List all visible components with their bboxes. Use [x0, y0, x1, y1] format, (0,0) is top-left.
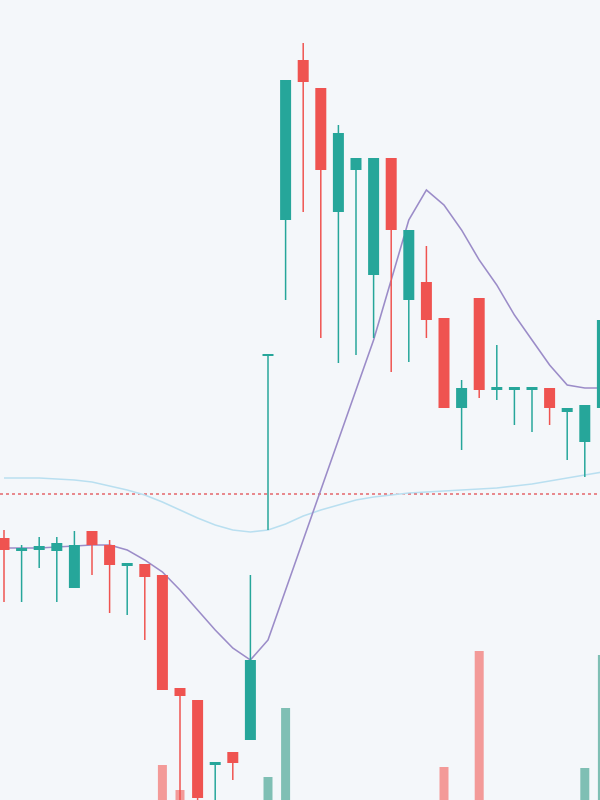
- candle-body: [438, 318, 450, 408]
- candle-body: [244, 660, 256, 740]
- candle-body: [315, 88, 327, 170]
- candle-body: [368, 158, 380, 275]
- candle-body: [192, 700, 204, 798]
- volume-bar: [597, 655, 600, 800]
- candle-body: [526, 387, 538, 390]
- candle-body: [473, 298, 485, 390]
- ma-line: [4, 471, 600, 533]
- candle-body: [139, 564, 151, 577]
- volume-bar: [580, 768, 590, 800]
- candle-body: [280, 80, 292, 220]
- candle-body: [209, 762, 221, 765]
- candle-body: [86, 531, 98, 545]
- candle-body: [33, 546, 45, 550]
- candle-body: [403, 230, 415, 300]
- candle-body: [420, 282, 432, 320]
- candle-body: [508, 387, 520, 390]
- volume-bar: [157, 765, 167, 800]
- volume-bar: [439, 767, 449, 800]
- candle-body: [104, 545, 116, 565]
- candle-body: [350, 158, 362, 170]
- candle-body: [491, 387, 503, 390]
- candle-body: [385, 158, 397, 230]
- candle-body: [332, 133, 344, 212]
- volume-bar: [281, 708, 291, 800]
- candle-body: [0, 538, 10, 550]
- candle-body: [156, 575, 168, 690]
- candle-body: [68, 545, 80, 588]
- ma-line: [4, 188, 600, 662]
- candle-body: [174, 688, 186, 696]
- candle-body: [227, 752, 239, 763]
- candle-body: [456, 388, 468, 408]
- candle-body: [16, 548, 28, 551]
- candle-body: [544, 388, 556, 408]
- volume-bar: [474, 651, 484, 800]
- candle-body: [121, 563, 133, 566]
- candle-body: [596, 320, 600, 408]
- candle-body: [561, 408, 573, 412]
- volume-bar: [263, 777, 273, 800]
- candle-body: [579, 405, 591, 442]
- candle-body: [262, 354, 274, 356]
- candle-body: [297, 60, 309, 82]
- candle-body: [51, 543, 63, 551]
